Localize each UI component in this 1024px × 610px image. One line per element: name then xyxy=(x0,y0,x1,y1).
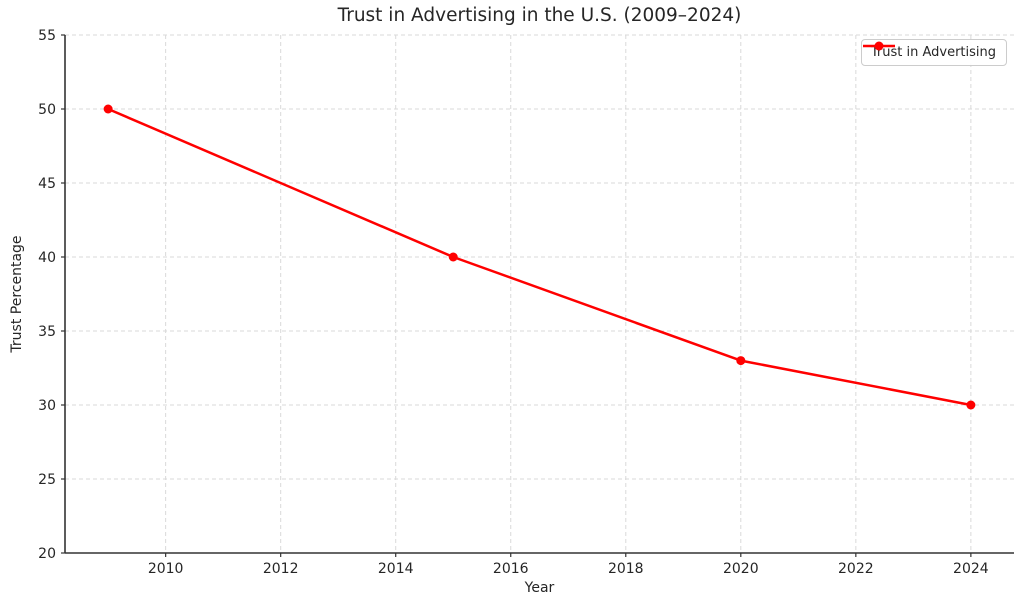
x-tick-label: 2010 xyxy=(148,561,184,577)
x-axis-label: Year xyxy=(524,580,555,596)
legend: Trust in Advertising xyxy=(860,39,1007,66)
y-tick-label: 30 xyxy=(38,398,56,414)
series-line xyxy=(106,107,973,407)
chart-title: Trust in Advertising in the U.S. (2009–2… xyxy=(337,5,742,26)
data-point-marker xyxy=(966,400,976,410)
x-tick-label: 2014 xyxy=(378,561,414,577)
x-tick-label: 2012 xyxy=(263,561,299,577)
data-point-marker xyxy=(103,104,113,114)
y-tick-label: 35 xyxy=(38,324,56,340)
legend-label: Trust in Advertising xyxy=(870,45,996,60)
data-point-marker xyxy=(448,252,458,262)
legend-line-marker-icon xyxy=(862,41,895,51)
y-tick-label: 25 xyxy=(38,472,56,488)
y-tick-label: 55 xyxy=(38,28,56,44)
y-tick-label: 20 xyxy=(38,546,56,562)
x-tick-label: 2022 xyxy=(838,561,874,577)
y-tick-label: 45 xyxy=(38,176,56,192)
y-axis-label: Trust Percentage xyxy=(9,235,25,353)
x-tick-label: 2016 xyxy=(493,561,529,577)
x-tick-label: 2020 xyxy=(723,561,759,577)
x-tick-label: 2024 xyxy=(953,561,989,577)
x-tick-label: 2018 xyxy=(608,561,644,577)
y-tick-label: 50 xyxy=(38,102,56,118)
data-point-marker xyxy=(736,356,746,366)
y-tick-label: 40 xyxy=(38,250,56,266)
